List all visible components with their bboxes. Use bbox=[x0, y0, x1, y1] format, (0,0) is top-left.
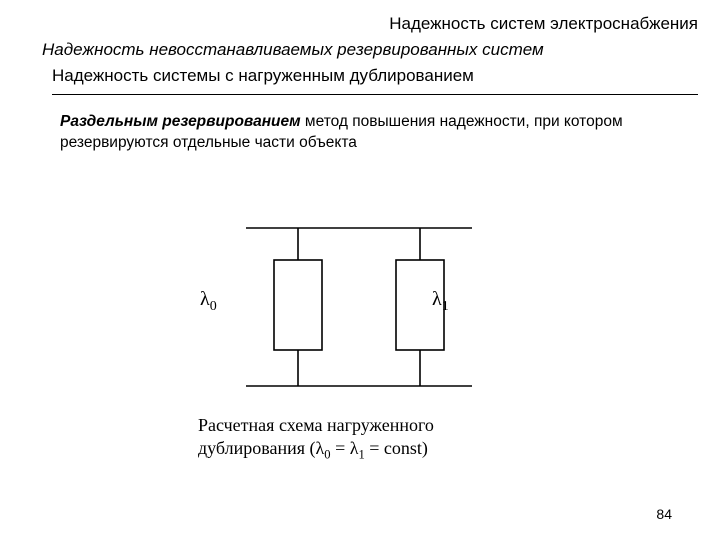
paragraph-lead: Раздельным резервированием bbox=[60, 113, 301, 130]
page-title: Надежность систем электроснабжения bbox=[389, 14, 698, 34]
slide-page: Надежность систем электроснабжения Надеж… bbox=[0, 0, 720, 540]
page-subtitle: Надежность невосстанавливаемых резервиро… bbox=[42, 40, 698, 60]
page-number: 84 bbox=[656, 506, 672, 522]
section-heading: Надежность системы с нагруженным дублиро… bbox=[52, 66, 698, 95]
caption-eq-tail: = const) bbox=[365, 438, 428, 458]
diagram-caption: Расчетная схема нагруженного дублировани… bbox=[198, 414, 538, 463]
caption-eq-lhs-sym: λ bbox=[316, 438, 325, 458]
body-paragraph: Раздельным резервированием метод повышен… bbox=[60, 112, 660, 154]
caption-eq-mid: = bbox=[331, 438, 350, 458]
caption-line2-prefix: дублирования ( bbox=[198, 438, 316, 458]
reliability-diagram bbox=[160, 208, 560, 408]
caption-line1: Расчетная схема нагруженного bbox=[198, 415, 434, 435]
